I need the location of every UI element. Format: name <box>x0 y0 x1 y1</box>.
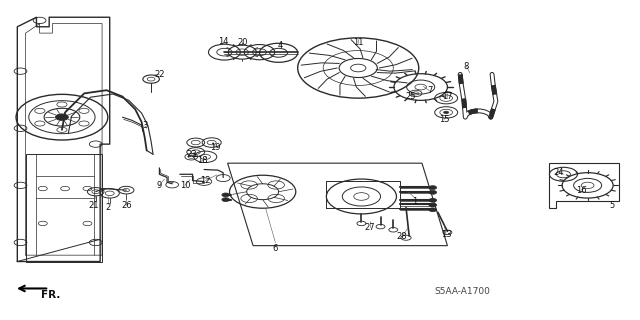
Text: 4: 4 <box>278 41 283 50</box>
Text: 13: 13 <box>441 230 451 239</box>
Text: 8: 8 <box>464 62 469 71</box>
Text: 22: 22 <box>154 70 164 79</box>
Text: 2: 2 <box>106 203 111 212</box>
Circle shape <box>444 111 449 114</box>
Text: 23: 23 <box>186 150 196 159</box>
Circle shape <box>429 198 436 202</box>
Text: 28: 28 <box>396 232 407 241</box>
Text: 18: 18 <box>197 156 207 165</box>
Text: 9: 9 <box>157 181 162 190</box>
Text: 15: 15 <box>439 115 449 124</box>
Text: 3: 3 <box>142 121 147 130</box>
Text: FR.: FR. <box>41 290 60 300</box>
Text: S5AA-A1700: S5AA-A1700 <box>435 287 491 296</box>
Text: 27: 27 <box>364 223 375 232</box>
Circle shape <box>429 190 436 194</box>
Text: 14: 14 <box>218 37 228 46</box>
Text: 6: 6 <box>273 244 278 253</box>
Text: 5: 5 <box>609 201 614 210</box>
Text: 1: 1 <box>412 197 417 206</box>
Circle shape <box>222 198 230 202</box>
Circle shape <box>429 208 436 212</box>
Text: 12: 12 <box>200 176 211 185</box>
Text: 25: 25 <box>406 92 417 101</box>
Text: 7: 7 <box>427 86 432 95</box>
Text: 16: 16 <box>576 186 587 195</box>
Text: 11: 11 <box>353 38 364 47</box>
Text: 19: 19 <box>210 143 220 152</box>
Text: 10: 10 <box>180 181 190 190</box>
Circle shape <box>222 193 230 197</box>
Text: 17: 17 <box>442 92 452 101</box>
Text: 20: 20 <box>237 38 248 47</box>
Text: 24: 24 <box>554 168 564 177</box>
Circle shape <box>56 114 68 120</box>
Text: 26: 26 <box>121 201 132 210</box>
Circle shape <box>429 203 436 207</box>
Circle shape <box>429 186 436 189</box>
Text: 21: 21 <box>88 201 99 210</box>
